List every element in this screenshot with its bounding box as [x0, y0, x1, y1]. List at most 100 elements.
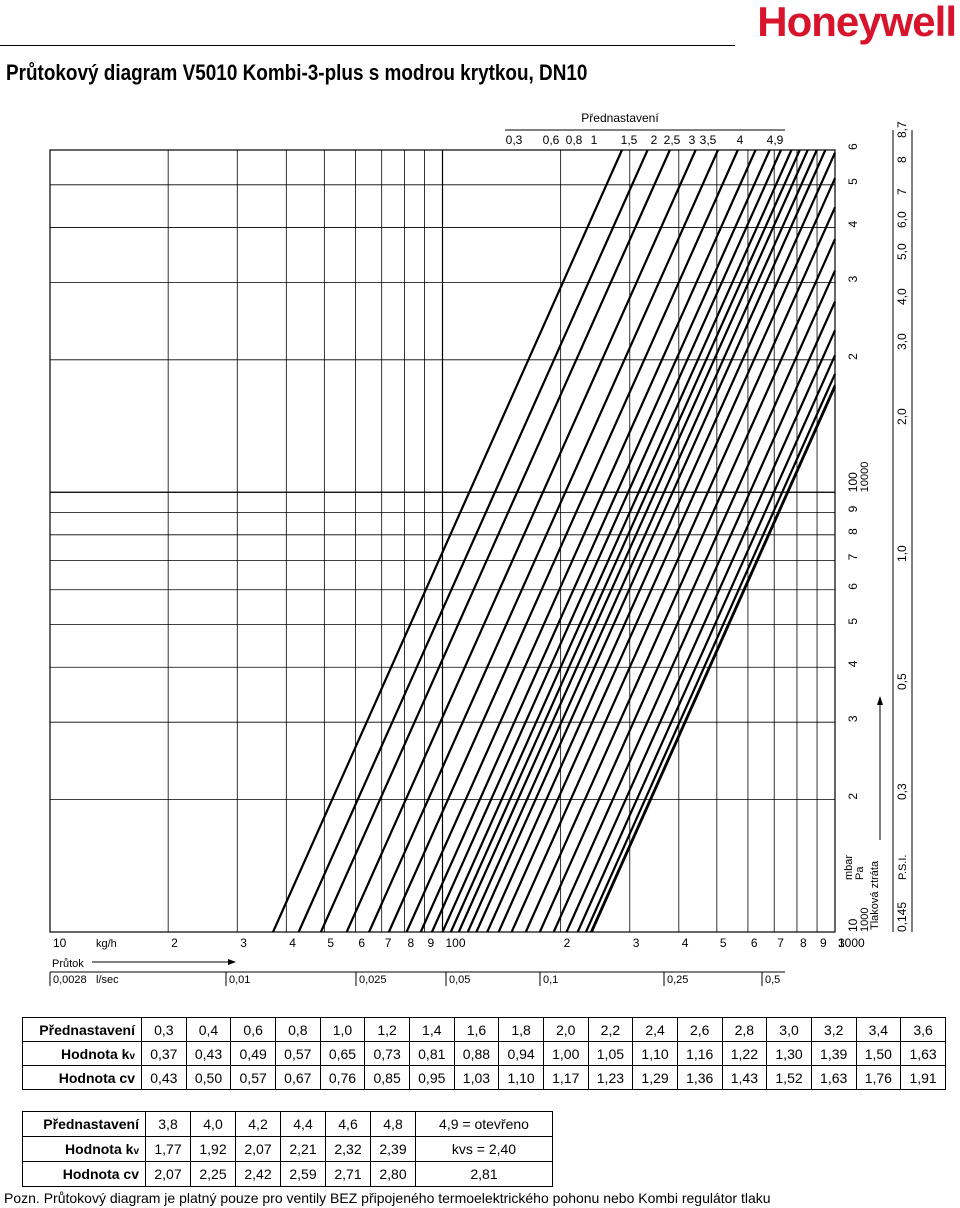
value-cell: 1,43 [721, 1065, 768, 1090]
series-line-0-8 [345, 149, 697, 933]
value-cell: 1,36 [676, 1065, 723, 1090]
x-tick-label: 2 [564, 936, 571, 950]
value-cell: 1,05 [587, 1041, 634, 1066]
x-tick-label: 3 [633, 936, 640, 950]
value-cell: 1,4 [408, 1017, 455, 1042]
chart-labels: Přednastavení 0,3 0,6 0,8 1 1,5 2 2,5 3 3,5 4 4,9 10… [49, 111, 913, 986]
value-cell: 0,6 [230, 1017, 276, 1042]
value-cell: 0,43 [141, 1065, 187, 1090]
x-tick-label: 6 [358, 936, 365, 950]
value-cell: 3,6 [900, 1017, 946, 1042]
value-cell: 0,65 [319, 1041, 366, 1066]
value-cell: 0,95 [408, 1065, 455, 1090]
footnote: Pozn. Průtokový diagram je platný pouze … [4, 1190, 771, 1206]
series-line-2-6 [466, 149, 818, 933]
y-mbar-tick-label: 4 [846, 660, 860, 667]
table-row: Přednastavení 3,8 4,0 4,2 4,4 4,6 4,8 4,9 = ote… [22, 1111, 553, 1137]
chart-series [272, 149, 837, 933]
value-cell: 2,21 [280, 1136, 326, 1162]
series-line-4-0 [552, 301, 837, 933]
series-line-4-4 [576, 354, 837, 933]
value-cell: 1,6 [453, 1017, 500, 1042]
values-table-2: Přednastavení 3,8 4,0 4,2 4,4 4,6 4,8 4,9 = ote… [22, 1111, 553, 1187]
y-mbar-tick-label: 8 [846, 528, 860, 535]
value-cell: 0,85 [364, 1065, 410, 1090]
y-mbar-tick-label: 5 [846, 178, 860, 185]
value-cell: 2,6 [676, 1017, 723, 1042]
value-cell: 1,39 [810, 1041, 857, 1066]
y-psi-tick-label: 0,5 [895, 673, 909, 690]
value-cell: 1,17 [542, 1065, 589, 1090]
header-rule [0, 45, 735, 46]
series-line-0-6 [319, 149, 671, 933]
table-row: Hodnota cv 2,07 2,25 2,42 2,59 2,71 2,80 2,81 [22, 1161, 553, 1187]
y-mbar-tick-label: 2 [846, 353, 860, 360]
value-cell: 1,91 [900, 1065, 946, 1090]
y-mbar-tick-label: 7 [846, 553, 860, 560]
top-tick-label: 4 [737, 133, 744, 147]
value-cell: 2,25 [190, 1161, 236, 1187]
value-cell: 0,67 [274, 1065, 321, 1090]
top-tick-label: 2,5 [664, 133, 681, 147]
series-line-3-0 [486, 152, 837, 933]
value-cell: 2,8 [721, 1017, 768, 1042]
y-psi-tick-label: 8 [895, 156, 909, 163]
value-cell: 1,16 [676, 1041, 723, 1066]
series-line-2-8 [475, 149, 827, 933]
x-ls-tick-label: 0,05 [449, 974, 470, 986]
value-cell: 3,2 [810, 1017, 857, 1042]
x-tick-label: 8 [407, 936, 414, 950]
row-header-subscript: v [133, 1146, 139, 1157]
x-tick-label: 9 [820, 936, 827, 950]
open-state-cell: 4,9 = otevřeno [415, 1111, 553, 1137]
value-cell: 1,52 [766, 1065, 812, 1090]
x-ls-tick-label: 0,25 [667, 974, 688, 986]
top-tick-label: 1 [591, 133, 598, 147]
y-mbar-tick-label: 10 [846, 918, 860, 932]
series-line-3-2 [497, 177, 837, 933]
series-line-3-4 [510, 206, 837, 933]
value-cell: 0,94 [498, 1041, 544, 1066]
series-line-2-0 [441, 149, 793, 933]
x-tick-label: 2 [171, 936, 178, 950]
value-cell: 0,76 [319, 1065, 366, 1090]
value-cell: 2,59 [280, 1161, 326, 1187]
y-psi-tick-label: 3,0 [895, 333, 909, 350]
row-header: Přednastavení [22, 1017, 142, 1042]
y-psi-tick-label: 4,0 [895, 288, 909, 305]
x-tick-label: 10 [53, 936, 67, 950]
value-cell: 2,80 [370, 1161, 416, 1187]
row-header: Hodnota cv [22, 1161, 146, 1187]
series-line-1-6 [419, 149, 771, 933]
x-tick-label: 9 [428, 936, 435, 950]
honeywell-logo: Honeywell [757, 0, 957, 45]
open-state-cell: 2,81 [415, 1161, 553, 1187]
x-ls-tick-label: 0,5 [765, 974, 780, 986]
value-cell: 2,71 [325, 1161, 371, 1187]
values-table-1: Přednastavení 0,3 0,4 0,6 0,8 1,0 1,2 1,4 1,6 1,8… [22, 1017, 946, 1090]
y-psi-tick-label: 6,0 [895, 211, 909, 228]
value-cell: 0,88 [453, 1041, 500, 1066]
value-cell: 1,10 [498, 1065, 544, 1090]
row-header: Hodnota cv [22, 1065, 142, 1090]
value-cell: 1,77 [145, 1136, 191, 1162]
value-cell: 1,30 [766, 1041, 812, 1066]
y-pa-tick-label: 1000 [859, 908, 871, 932]
value-cell: 0,57 [230, 1065, 276, 1090]
y-axis-arrow-head [877, 696, 883, 705]
series-line-1-8 [430, 149, 782, 933]
row-header: Hodnota kv [22, 1136, 146, 1162]
open-state-cell: kvs = 2,40 [415, 1136, 553, 1162]
y-mbar-tick-label: 3 [846, 275, 860, 282]
x-unit-kgh: kg/h [96, 938, 117, 950]
top-tick-label: 1,5 [621, 133, 638, 147]
value-cell: 4,8 [370, 1111, 416, 1137]
value-cell: 0,37 [141, 1041, 187, 1066]
x-tick-label: 1000 [838, 936, 865, 950]
value-cell: 1,0 [319, 1017, 366, 1042]
series-line-3-8 [538, 270, 837, 933]
top-tick-label: 0,8 [566, 133, 583, 147]
y-mbar-tick-label: 100 [846, 472, 860, 492]
value-cell: 1,50 [855, 1041, 902, 1066]
row-header: Hodnota kv [22, 1041, 142, 1066]
